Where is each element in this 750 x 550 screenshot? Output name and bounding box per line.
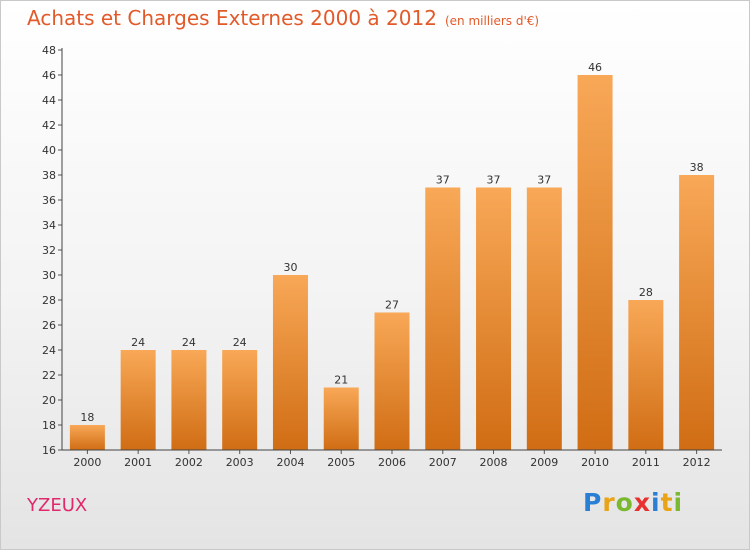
x-tick-label: 2002 <box>175 456 203 469</box>
x-tick-label: 2003 <box>226 456 254 469</box>
y-tick-label: 38 <box>42 169 56 182</box>
x-tick-label: 2008 <box>480 456 508 469</box>
x-tick-label: 2006 <box>378 456 406 469</box>
chart-title-unit: (en milliers d'€) <box>444 14 540 28</box>
bar <box>526 187 562 450</box>
x-tick-label: 2004 <box>276 456 304 469</box>
logo-letter: i <box>673 488 684 517</box>
bar-value-label: 21 <box>334 374 348 387</box>
logo-letter: i <box>651 488 661 517</box>
y-tick-label: 42 <box>42 119 56 132</box>
y-tick-label: 32 <box>42 244 56 257</box>
y-tick-label: 44 <box>42 94 56 107</box>
logo-letter: t <box>660 488 674 517</box>
x-tick-label: 2011 <box>632 456 660 469</box>
x-tick-label: 2007 <box>429 456 457 469</box>
bar <box>222 350 258 450</box>
bar-value-label: 37 <box>487 174 501 187</box>
bar <box>425 187 461 450</box>
proxiti-logo: Proxiti <box>583 488 683 517</box>
bar <box>171 350 207 450</box>
chart-title: Achats et Charges Externes 2000 à 2012 (e… <box>27 6 539 30</box>
bar <box>374 312 410 450</box>
x-tick-label: 2001 <box>124 456 152 469</box>
bar-value-label: 27 <box>385 299 399 312</box>
y-tick-label: 34 <box>42 219 56 232</box>
bar-value-label: 18 <box>80 411 94 424</box>
y-tick-label: 24 <box>42 344 56 357</box>
bar-value-label: 46 <box>588 61 602 74</box>
logo-letter: x <box>633 488 651 517</box>
y-tick-label: 28 <box>42 294 56 307</box>
chart-title-main: Achats et Charges Externes 2000 à 2012 <box>27 6 437 30</box>
bar-value-label: 24 <box>233 336 247 349</box>
bar-value-label: 24 <box>131 336 145 349</box>
y-tick-label: 48 <box>42 44 56 57</box>
bar <box>577 75 613 450</box>
bar <box>272 275 308 450</box>
y-tick-label: 30 <box>42 269 56 282</box>
commune-name: YZEUX <box>27 495 88 516</box>
x-tick-label: 2010 <box>581 456 609 469</box>
x-tick-label: 2012 <box>683 456 711 469</box>
bar <box>679 175 715 450</box>
bar-value-label: 37 <box>436 174 450 187</box>
bar <box>476 187 512 450</box>
bar-value-label: 24 <box>182 336 196 349</box>
x-tick-label: 2000 <box>73 456 101 469</box>
y-tick-label: 46 <box>42 69 56 82</box>
y-tick-label: 36 <box>42 194 56 207</box>
y-tick-label: 18 <box>42 419 56 432</box>
y-tick-label: 16 <box>42 444 56 457</box>
logo-letter: o <box>615 488 634 517</box>
x-tick-label: 2009 <box>530 456 558 469</box>
y-tick-label: 40 <box>42 144 56 157</box>
bar-value-label: 38 <box>690 161 704 174</box>
bar <box>120 350 156 450</box>
bar <box>628 300 664 450</box>
x-tick-label: 2005 <box>327 456 355 469</box>
bar-value-label: 28 <box>639 286 653 299</box>
bar-value-label: 30 <box>283 261 297 274</box>
y-tick-label: 20 <box>42 394 56 407</box>
logo-letter: P <box>583 488 603 517</box>
bar <box>323 387 359 450</box>
y-tick-label: 22 <box>42 369 56 382</box>
bar <box>69 425 105 450</box>
logo-letter: r <box>602 488 616 517</box>
y-tick-label: 26 <box>42 319 56 332</box>
bar-value-label: 37 <box>537 174 551 187</box>
